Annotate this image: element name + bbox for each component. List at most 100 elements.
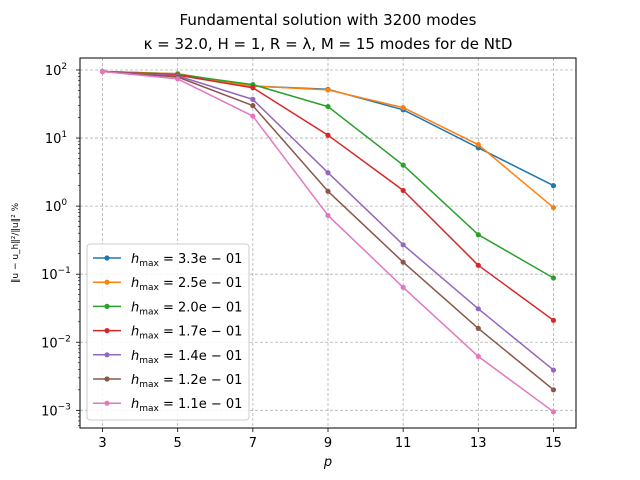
x-tick-label: 5 <box>174 436 182 451</box>
legend-marker <box>104 352 110 358</box>
series-layer <box>99 68 557 415</box>
legend-label: hmax = 3.3e − 01 <box>131 252 242 269</box>
data-point <box>550 367 557 373</box>
legend-subscript: max <box>139 332 159 342</box>
legend-value: = 1.7e − 01 <box>159 325 243 340</box>
data-point <box>325 188 331 194</box>
y-tick-exponent: −3 <box>58 402 71 412</box>
legend-label: hmax = 2.0e − 01 <box>131 300 242 317</box>
data-point <box>400 259 406 265</box>
data-point <box>400 284 406 290</box>
y-tick-exponent: 2 <box>61 62 67 72</box>
data-point <box>250 96 256 102</box>
legend-label: hmax = 1.4e − 01 <box>131 349 242 366</box>
chart-title-line1: Fundamental solution with 3200 modes <box>180 11 477 29</box>
legend-value: = 1.1e − 01 <box>159 397 243 412</box>
y-axis-label: ‖u − u_h‖²/‖u‖² % <box>11 202 21 283</box>
data-point <box>400 242 406 248</box>
data-point <box>325 212 331 219</box>
y-tick-base: 10 <box>41 404 58 419</box>
legend-symbol: h <box>131 373 139 388</box>
data-point <box>475 325 481 331</box>
data-point <box>175 76 181 82</box>
y-tick-base: 10 <box>45 200 62 215</box>
legend-marker <box>104 328 110 334</box>
data-point <box>550 183 557 189</box>
legend-marker <box>104 376 110 382</box>
x-tick-label: 13 <box>470 436 487 451</box>
data-point <box>250 85 256 91</box>
chart-title-line2: κ = 32.0, H = 1, R = λ, M = 15 modes for… <box>144 35 513 53</box>
y-tick-exponent: 0 <box>61 198 67 208</box>
data-point <box>250 102 256 109</box>
x-tick-label: 3 <box>98 436 106 451</box>
y-tick-exponent: 1 <box>61 130 67 140</box>
legend-subscript: max <box>139 404 159 414</box>
legend-marker <box>104 279 110 285</box>
legend-label: hmax = 1.1e − 01 <box>131 397 242 414</box>
data-point <box>550 409 557 415</box>
y-tick-label: 101 <box>45 130 67 147</box>
data-point <box>250 113 256 119</box>
y-tick-exponent: −2 <box>58 334 71 344</box>
data-point <box>475 262 481 268</box>
data-point <box>400 105 406 111</box>
y-tick-base: 10 <box>41 268 58 283</box>
data-point <box>550 205 557 211</box>
data-point <box>400 162 406 168</box>
legend-marker <box>104 303 110 309</box>
data-point <box>550 317 557 323</box>
y-tick-label: 100 <box>45 198 68 215</box>
data-point <box>475 353 481 359</box>
y-tick-base: 10 <box>45 64 62 79</box>
legend-symbol: h <box>131 276 139 291</box>
legend-subscript: max <box>139 259 159 269</box>
data-point <box>400 187 406 194</box>
legend-box <box>86 243 250 421</box>
legend-symbol: h <box>131 300 139 315</box>
legend-symbol: h <box>131 252 139 267</box>
legend-label: hmax = 1.2e − 01 <box>131 373 242 390</box>
y-tick-exponent: −1 <box>58 266 71 276</box>
data-point <box>475 142 481 148</box>
legend-value: = 3.3e − 01 <box>159 252 243 267</box>
y-tick-base: 10 <box>41 336 58 351</box>
x-ticks: 3 5 7 9 11 13 15 <box>98 428 562 451</box>
x-tick-label: 7 <box>249 436 257 451</box>
legend-value: = 2.0e − 01 <box>159 300 243 315</box>
data-point <box>325 87 331 93</box>
data-point <box>325 103 331 110</box>
x-axis-label: p <box>323 455 332 470</box>
legend-marker <box>104 255 110 261</box>
x-tick-label: 15 <box>545 436 562 451</box>
legend-subscript: max <box>139 283 159 293</box>
legend-subscript: max <box>139 380 159 390</box>
legend-marker <box>104 400 110 406</box>
data-point <box>550 387 557 393</box>
legend-value: = 2.5e − 01 <box>159 276 243 291</box>
y-tick-label: 10−3 <box>41 402 71 419</box>
y-tick-label: 102 <box>45 62 67 79</box>
legend-symbol: h <box>131 349 139 364</box>
legend-label: hmax = 1.7e − 01 <box>131 325 242 342</box>
legend-value: = 1.2e − 01 <box>159 373 243 388</box>
legend-label: hmax = 2.5e − 01 <box>131 276 242 293</box>
legend-subscript: max <box>139 356 159 366</box>
data-point <box>475 232 481 238</box>
data-point <box>99 68 106 75</box>
y-tick-base: 10 <box>45 132 62 147</box>
x-tick-label: 9 <box>324 436 332 451</box>
y-tick-label: 10−1 <box>41 266 71 283</box>
y-tick-label: 10−2 <box>41 334 71 351</box>
legend-value: = 1.4e − 01 <box>159 349 243 364</box>
legend-symbol: h <box>131 325 139 340</box>
data-point <box>325 132 331 138</box>
x-tick-label: 11 <box>395 436 412 451</box>
data-point <box>325 170 331 176</box>
data-point <box>550 275 557 281</box>
legend-symbol: h <box>131 397 139 412</box>
